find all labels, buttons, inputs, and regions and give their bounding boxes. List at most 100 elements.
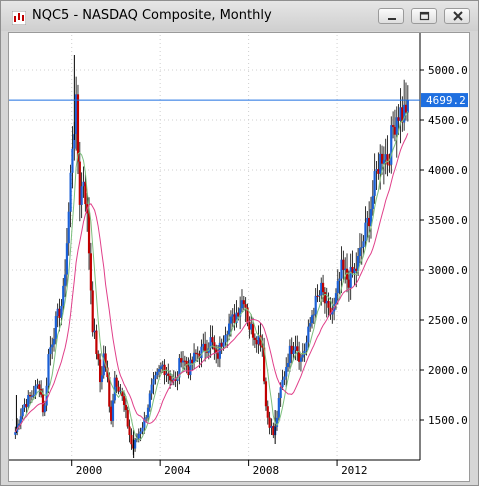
candle-body <box>329 307 332 315</box>
candle-body <box>183 360 186 362</box>
x-tick-label: 2000 <box>76 464 103 477</box>
candle-body <box>248 322 251 330</box>
axes: 5000.0 4500.0 4000.0 3500.0 3000.0 2500.0 2000… <box>9 33 468 477</box>
candle-body <box>27 395 30 407</box>
ma-fast-line <box>14 111 409 441</box>
candle-body <box>122 396 126 405</box>
candle-body <box>403 104 406 123</box>
candle-body <box>25 404 28 407</box>
close-button[interactable] <box>444 8 470 24</box>
candle-body <box>399 107 402 121</box>
candle-body <box>235 312 238 323</box>
candle-body <box>366 217 369 223</box>
candle-body <box>49 347 52 355</box>
candle-body <box>296 346 299 352</box>
candle-body <box>71 148 74 173</box>
chart-candles-icon <box>11 10 27 26</box>
candle-body <box>130 435 133 445</box>
candle-body <box>98 359 102 383</box>
candle-body <box>262 347 266 382</box>
candle-body <box>205 351 209 353</box>
candle-body <box>69 172 72 212</box>
candle-body <box>384 154 387 160</box>
candle-body <box>325 300 328 304</box>
candle-body <box>356 256 360 271</box>
candle-body <box>380 153 384 164</box>
current-price-label: 4699.2 <box>426 94 466 107</box>
candle-body <box>250 323 253 330</box>
candle-body <box>351 266 354 274</box>
candle-body <box>145 417 148 419</box>
candle-body <box>159 366 162 370</box>
close-icon <box>453 11 463 21</box>
candle-body <box>391 125 395 127</box>
candle-body <box>23 404 26 408</box>
candle-body <box>309 323 312 327</box>
candle-body <box>73 134 76 149</box>
candle-body <box>373 171 376 196</box>
candle-body <box>110 406 113 421</box>
candle-body <box>75 94 78 135</box>
candle-body <box>167 373 170 376</box>
candle-body <box>393 126 397 135</box>
candle-body <box>227 323 231 335</box>
title-bar[interactable]: NQC5 - NASDAQ Composite, Monthly <box>1 1 478 31</box>
candle-body <box>91 290 94 333</box>
candle-body <box>375 169 378 172</box>
minimize-button[interactable] <box>378 8 404 24</box>
candle-body <box>264 381 268 407</box>
y-tick-label: 4500.0 <box>428 114 468 127</box>
candle-body <box>202 343 205 347</box>
candle-body <box>298 351 301 362</box>
candle-body <box>128 426 131 436</box>
candle-body <box>204 343 207 352</box>
candle-body <box>244 304 247 308</box>
candle-body <box>360 247 363 249</box>
grid-lines <box>12 35 420 460</box>
current-price-tag <box>421 93 468 108</box>
candle-body <box>382 159 385 164</box>
candle-body <box>338 278 341 281</box>
candle-body <box>349 266 352 288</box>
y-tick-label: 2500.0 <box>428 314 468 327</box>
candle-body <box>320 282 323 296</box>
candle-body <box>78 161 81 205</box>
candle-body <box>65 243 69 275</box>
candle-body <box>323 292 327 304</box>
candle-body <box>321 282 325 293</box>
candle-body <box>200 346 203 359</box>
candle-body <box>253 337 256 340</box>
candle-body <box>294 346 297 351</box>
candle-body <box>290 345 293 354</box>
candle-body <box>154 375 157 379</box>
restore-button[interactable] <box>411 8 437 24</box>
candle-body <box>327 300 330 308</box>
candle-body <box>386 154 389 165</box>
candle-body <box>60 305 63 318</box>
candle-body <box>279 387 282 399</box>
candle-body <box>283 376 286 380</box>
candle-body <box>137 433 140 439</box>
candle-body <box>181 360 185 363</box>
candle-body <box>233 314 236 323</box>
candle-body <box>67 211 70 244</box>
candle-body <box>390 125 393 165</box>
candle-body <box>285 367 288 377</box>
candle-body <box>371 195 374 210</box>
candle-body <box>117 386 120 392</box>
candle-body <box>259 335 262 346</box>
candle-body <box>242 300 245 305</box>
candle-body <box>305 342 308 351</box>
candle-body <box>226 334 229 336</box>
candle-body <box>220 342 223 347</box>
candle-body <box>76 94 80 162</box>
x-tick-label: 2004 <box>164 464 191 477</box>
price-chart[interactable]: 5000.0 4500.0 4000.0 3500.0 3000.0 2500.0 2000… <box>9 33 469 481</box>
candle-body <box>146 407 150 418</box>
chart-frame[interactable]: 5000.0 4500.0 4000.0 3500.0 3000.0 2500.0 2000… <box>8 32 470 482</box>
candle-body <box>47 354 50 386</box>
candle-body <box>178 358 181 378</box>
candle-body <box>169 375 172 381</box>
candle-body <box>174 379 177 381</box>
